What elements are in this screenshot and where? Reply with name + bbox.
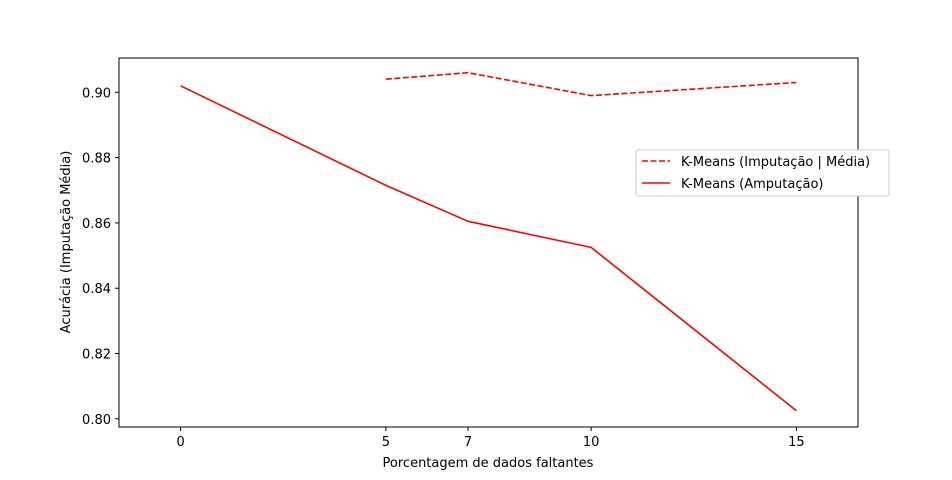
y-tick-label: 0.90 [82, 86, 111, 101]
x-tick-label: 0 [176, 435, 184, 450]
x-tick-label: 5 [382, 435, 390, 450]
x-axis: 0 5 7 10 15 [176, 427, 805, 450]
y-tick-label: 0.80 [82, 413, 111, 428]
x-axis-label: Porcentagem de dados faltantes [383, 456, 594, 471]
legend: K-Means (Imputação | Média) K-Means (Amp… [635, 149, 890, 197]
x-tick-label: 15 [788, 435, 805, 450]
series-layer [180, 71, 797, 412]
legend-label-imputacao: K-Means (Imputação | Média) [681, 155, 870, 170]
y-axis: 0.80 0.82 0.84 0.86 0.88 0.90 [82, 86, 119, 428]
x-tick-label: 7 [464, 435, 472, 450]
legend-box [635, 149, 890, 197]
y-axis-label: Acurácia (Imputação Média) [59, 151, 74, 334]
x-tick-label: 10 [583, 435, 600, 450]
plot-frame [118, 57, 859, 428]
y-tick-label: 0.84 [82, 282, 111, 297]
series-line-imputacao [385, 71, 797, 97]
y-tick-label: 0.82 [82, 348, 111, 363]
series-line-amputacao [180, 85, 797, 412]
y-tick-label: 0.88 [82, 152, 111, 167]
y-tick-label: 0.86 [82, 217, 111, 232]
legend-label-amputacao: K-Means (Amputação) [681, 177, 824, 192]
